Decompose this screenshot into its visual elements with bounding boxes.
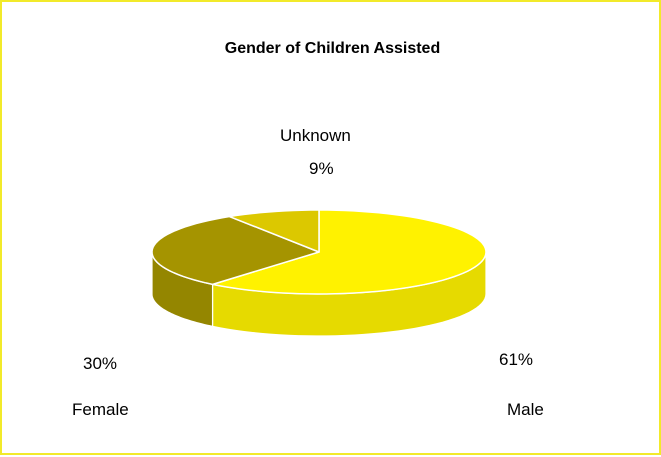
male-name-label: Male xyxy=(507,400,544,419)
pie-slice-male xyxy=(211,209,487,295)
unknown-percent-label: 9% xyxy=(309,159,334,178)
unknown-name-label: Unknown xyxy=(280,126,351,145)
male-percent-label: 61% xyxy=(499,350,534,369)
female-name-label: Female xyxy=(72,400,129,419)
pie-slice-unknown xyxy=(228,209,320,253)
female-percent-label: 30% xyxy=(83,354,118,373)
chart-title: Gender of Children Assisted xyxy=(224,40,441,57)
pie-slice-female xyxy=(151,215,320,286)
